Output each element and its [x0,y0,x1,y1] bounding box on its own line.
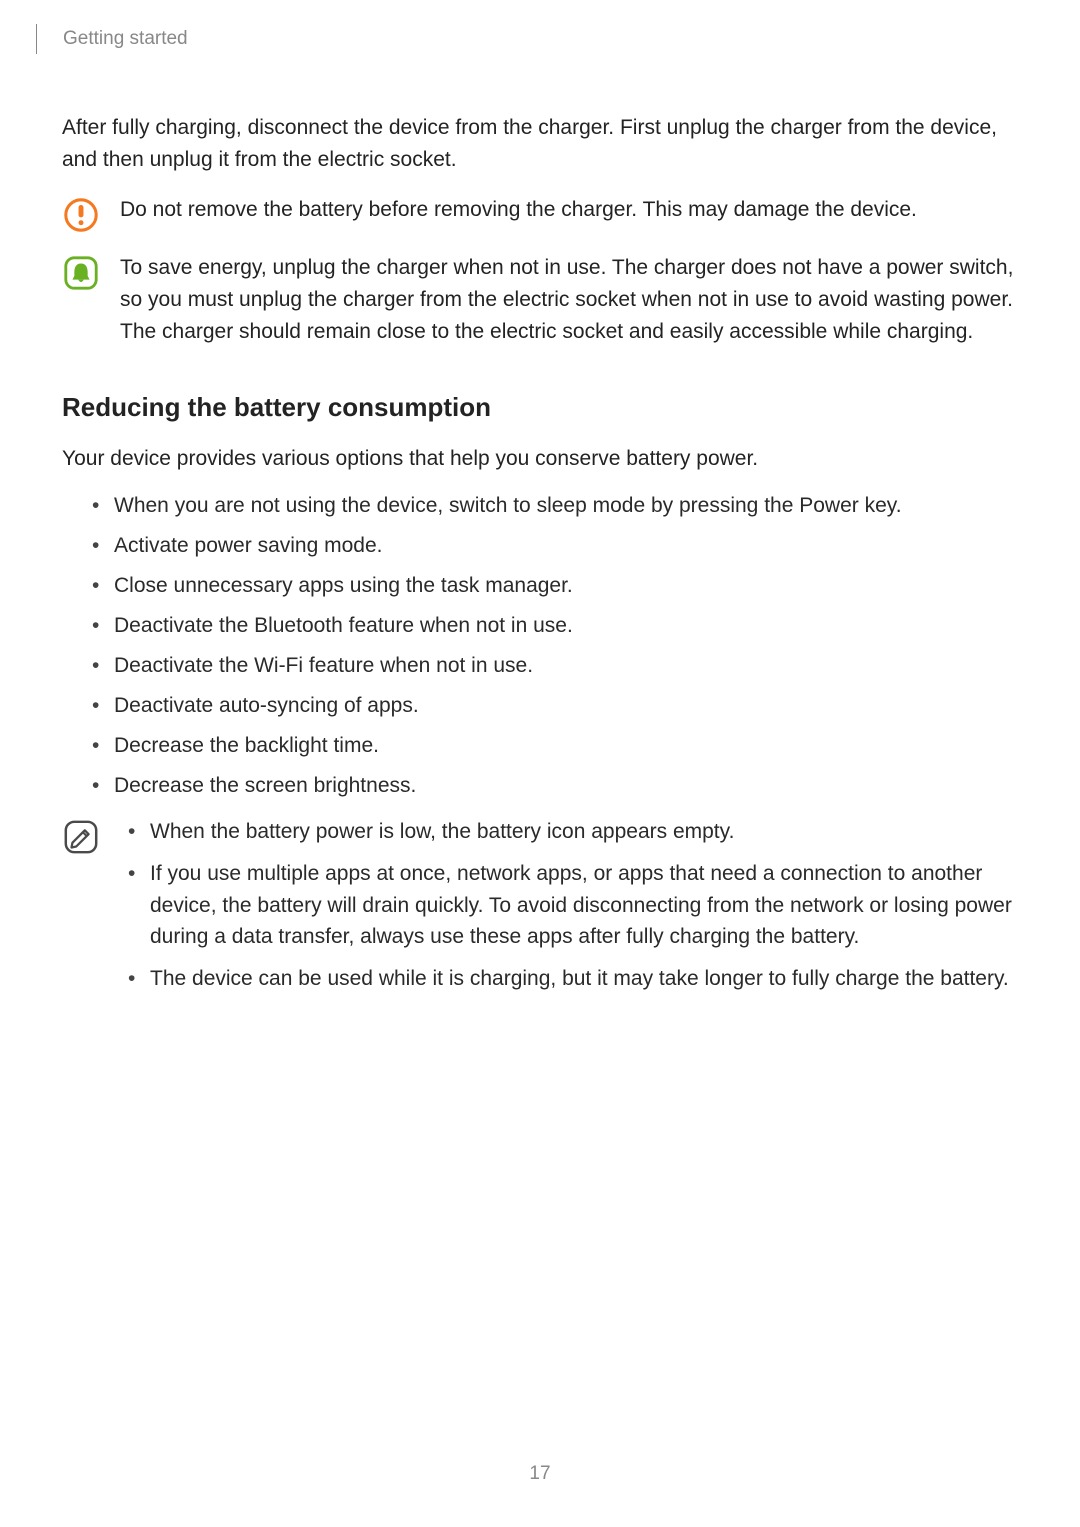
note-icon [62,818,100,856]
list-item: Decrease the backlight time. [84,730,1018,762]
note-list: When the battery power is low, the batte… [120,816,1018,1006]
list-item: The device can be used while it is charg… [120,963,1018,995]
list-item: Deactivate the Wi-Fi feature when not in… [84,650,1018,682]
list-item: When you are not using the device, switc… [84,490,1018,522]
caution-text: Do not remove the battery before removin… [120,194,917,226]
caution-callout: Do not remove the battery before removin… [62,194,1018,234]
list-item: If you use multiple apps at once, networ… [120,858,1018,954]
list-item: Deactivate the Bluetooth feature when no… [84,610,1018,642]
page-header: Getting started [36,24,188,54]
list-item: Activate power saving mode. [84,530,1018,562]
list-item: Decrease the screen brightness. [84,770,1018,802]
info-callout: To save energy, unplug the charger when … [62,252,1018,348]
list-item: Close unnecessary apps using the task ma… [84,570,1018,602]
breadcrumb: Getting started [63,28,188,50]
header-divider [36,24,37,54]
page-number: 17 [0,1463,1080,1485]
section-lead: Your device provides various options tha… [62,443,1018,475]
section-heading: Reducing the battery consumption [62,392,1018,423]
note-callout: When the battery power is low, the batte… [62,816,1018,1006]
caution-icon [62,196,100,234]
info-text: To save energy, unplug the charger when … [120,252,1018,348]
intro-paragraph: After fully charging, disconnect the dev… [62,112,1018,176]
page-content: After fully charging, disconnect the dev… [62,112,1018,1005]
bell-icon [62,254,100,292]
list-item: Deactivate auto-syncing of apps. [84,690,1018,722]
tips-list: When you are not using the device, switc… [84,490,1018,801]
list-item: When the battery power is low, the batte… [120,816,1018,848]
